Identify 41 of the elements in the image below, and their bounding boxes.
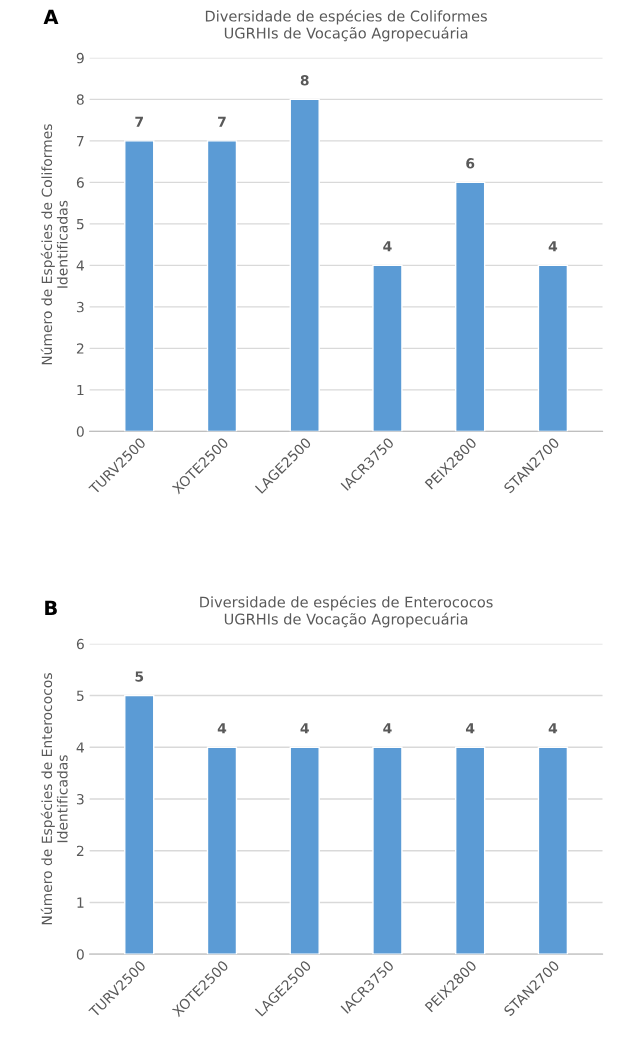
y-tick-label: 1 [77, 897, 84, 908]
data-label: 4 [383, 241, 392, 252]
data-label: 6 [466, 158, 475, 169]
data-label: 4 [300, 723, 309, 734]
y-tick-label: 5 [76, 690, 84, 702]
bar [455, 181, 486, 432]
data-label: 4 [217, 723, 227, 734]
bar [124, 140, 155, 432]
bar [206, 140, 238, 432]
y-tick-label: 1 [77, 384, 84, 396]
y-axis-title: Número de Espécies de Enterococos Identificadas [40, 673, 68, 925]
y-tick-label: 7 [77, 136, 84, 147]
data-label: 4 [548, 723, 558, 734]
text: A [43, 9, 59, 24]
y-tick-label: 6 [76, 638, 84, 650]
bar [537, 264, 569, 432]
y-tick-label: 2 [76, 845, 84, 856]
y-tick-label: 9 [76, 52, 84, 64]
y-tick-label: 3 [76, 301, 84, 313]
y-axis-title: Número de Espécies de Coliformes Identificadas [40, 124, 68, 365]
y-tick-label: 8 [76, 94, 84, 105]
data-label: 5 [135, 671, 144, 682]
text: B [45, 600, 57, 615]
data-label: 8 [300, 75, 309, 86]
chart-title: Diversidade de espécies de Coliformes UGRHIs de Vocação Agropecuária [205, 9, 487, 42]
y-tick-label: 0 [76, 426, 84, 437]
data-label: 7 [218, 116, 226, 127]
y-tick-label: 0 [76, 949, 84, 960]
y-tick-label: 6 [76, 177, 84, 188]
y-tick-label: 4 [76, 742, 84, 753]
data-label: 7 [135, 116, 143, 127]
y-tick-label: 4 [76, 260, 84, 271]
chart-title: Diversidade de espécies de Enterococos UGRHIs de Vocação Agropecuária [200, 595, 493, 628]
y-tick-label: 3 [76, 793, 84, 805]
data-label: 4 [548, 241, 558, 252]
bar [372, 264, 403, 432]
data-label: 4 [465, 723, 475, 734]
y-tick-label: 2 [76, 343, 84, 354]
data-label: 4 [383, 723, 392, 734]
bar [289, 98, 320, 432]
y-tick-label: 5 [76, 218, 84, 230]
